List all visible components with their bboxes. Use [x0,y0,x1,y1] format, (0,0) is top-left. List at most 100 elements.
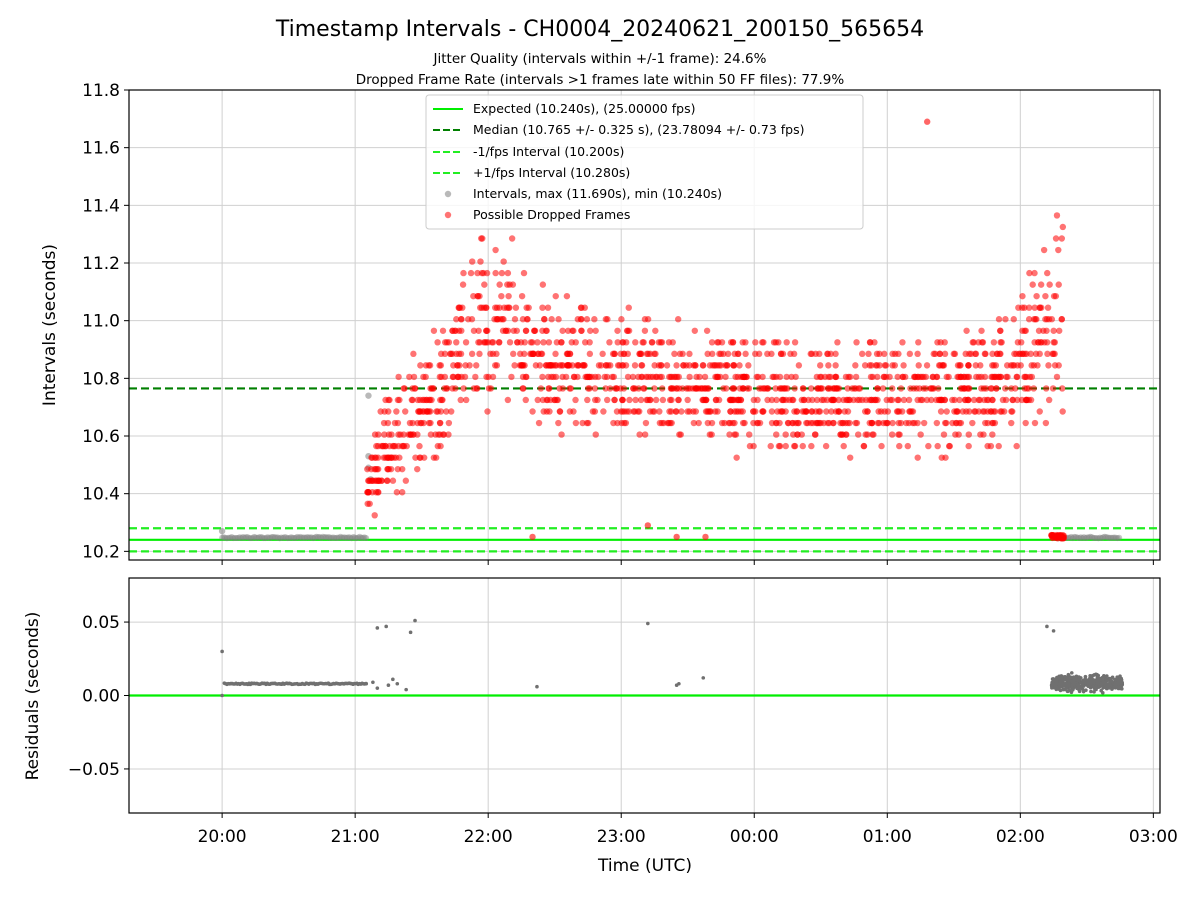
residual-point [1080,681,1085,686]
dropped-frame-point [695,385,702,392]
dropped-frame-point [531,327,538,334]
interval-point [1101,533,1108,540]
interval-point [329,534,336,541]
dropped-frame-point [410,350,417,358]
dropped-frame-point [527,339,535,346]
dropped-frame-point [1031,269,1038,277]
dropped-frame-point [1032,350,1040,358]
dropped-frame-point [776,373,784,381]
interval-point [286,534,293,541]
interval-point [308,534,315,541]
legend-label-dropped: Possible Dropped Frames [473,207,630,222]
interval-point [1109,534,1116,541]
dropped-frame-point [849,385,856,392]
dropped-frame-point [626,396,633,404]
dropped-frame-point [525,304,532,311]
dropped-frame-point [969,419,976,427]
dropped-frame-point [417,362,424,369]
dropped-frame-point [946,442,953,450]
dropped-frame-point [702,396,710,404]
dropped-frame-point [485,385,493,392]
interval-point [283,534,290,541]
dropped-frame-point [1010,316,1017,323]
interval-point [1096,534,1103,541]
dropped-frame-point [822,442,830,450]
residual-point [1099,688,1103,693]
dropped-frame-point [1050,327,1057,334]
dropped-frame-point [722,373,729,381]
interval-point [247,535,254,542]
dropped-frame-point [1037,339,1045,346]
dropped-frame-point [460,385,467,392]
dropped-frame-point [855,431,862,438]
interval-point [340,534,347,541]
bottom-axis-ticks: 20:00 21:00 22:00 23:00 00:00 01:00 02:00 03:00… [68,613,1178,847]
residual-point [1053,684,1058,689]
interval-point [299,534,306,541]
dropped-frame-point [436,419,444,427]
dropped-frame-point [991,419,999,427]
dropped-frame-point [991,408,999,415]
dropped-frame-point [380,419,388,427]
dropped-frame-point [1013,442,1020,450]
interval-point [1098,535,1105,542]
dropped-frame-point [476,292,483,300]
dropped-frame-point [991,373,999,381]
dropped-frame-point [718,339,726,346]
dropped-frame-point [668,408,675,415]
dropped-frame-point [513,327,521,334]
dropped-frame-point [775,442,783,450]
dropped-frame-point [511,316,519,323]
dropped-frame-point [395,442,402,450]
dropped-frame-point [504,269,512,277]
top-y-axis-label: Intervals (seconds) [40,244,60,406]
dropped-frame-point [895,431,902,438]
dropped-frame-point [828,408,835,415]
dropped-frame-point [1056,327,1063,334]
dropped-frame-point [655,339,663,346]
dropped-frame-point [451,327,459,334]
dropped-frame-point [723,362,731,369]
dropped-frame-point [580,362,588,369]
dropped-frame-point [957,373,965,381]
dropped-frame-point [835,408,842,415]
dropped-frame-point [965,442,972,450]
dropped-frame-point [949,419,956,427]
dropped-frame-point [467,269,475,277]
dropped-frame-point [791,385,798,392]
residual-point [371,680,375,685]
dropped-frame-point [651,385,658,392]
interval-point [294,533,301,540]
dropped-frame-point [732,431,740,438]
residual-point [1059,676,1064,680]
dropped-frame-point [752,339,759,346]
dropped-frame-point [470,327,478,334]
dropped-frame-point [700,362,707,369]
dropped-frame-point [714,408,721,415]
interval-point [291,535,298,542]
dropped-frame-point [744,385,751,392]
dropped-frame-point [972,362,979,369]
interval-point [255,534,262,541]
dropped-frame-point [606,339,613,346]
interval-point [276,535,283,542]
dropped-frame-point [791,339,799,346]
dropped-frame-point [956,419,963,427]
dropped-frame-point [437,362,445,369]
dropped-frame-point [908,408,915,415]
dropped-frame-point [666,396,674,404]
legend-label-minus-fps: -1/fps Interval (10.200s) [473,144,624,159]
interval-point [279,534,286,541]
interval-point [287,534,294,541]
dropped-frame-point [915,362,922,369]
dropped-frame-point [1055,281,1062,288]
dropped-frame-point [365,489,372,496]
dropped-frame-point [886,373,893,381]
dropped-frame-point [505,292,512,300]
dropped-frame-point [995,442,1002,450]
dropped-frame-point [970,396,978,404]
dropped-frame-point [705,408,712,415]
residual-point [1095,672,1099,677]
interval-point [313,533,320,540]
dropped-frame-point [816,350,823,358]
